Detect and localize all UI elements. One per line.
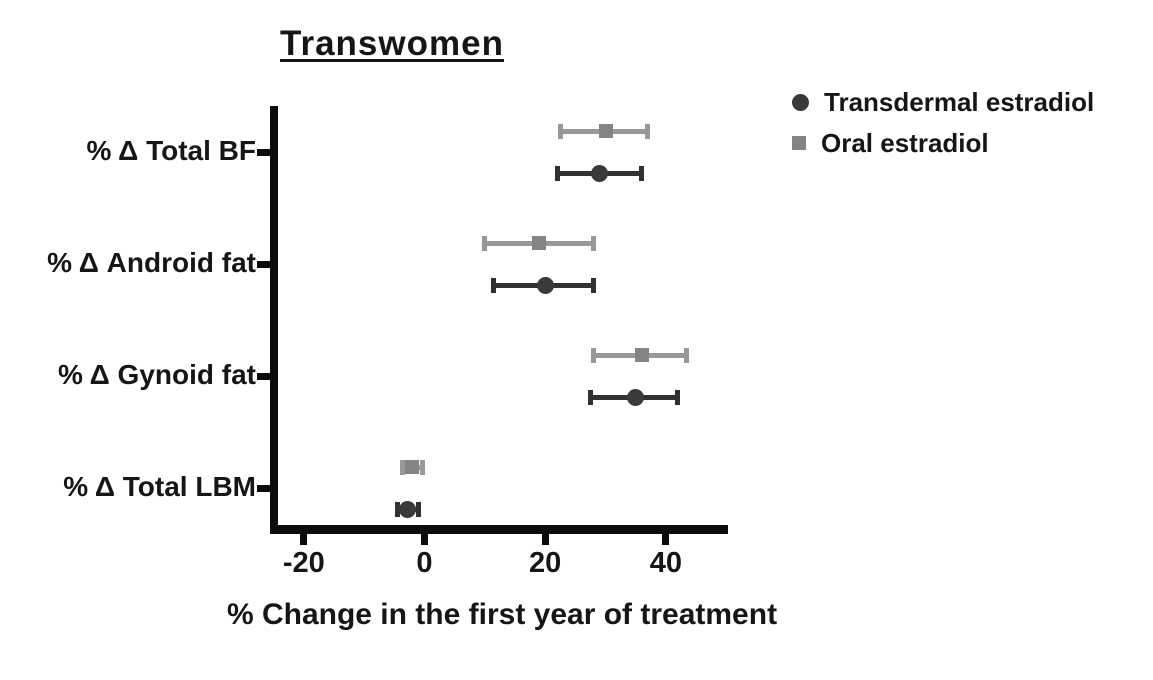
circle-marker [536,276,554,294]
category-label: % Δ Android fat [47,247,256,278]
legend-square-icon [792,136,806,150]
category-label: % Δ Total LBM [63,471,256,502]
error-bar-cap [675,389,681,405]
square-marker [405,460,420,474]
circle-marker [627,388,645,406]
chart-title: Transwomen [280,24,504,63]
legend: Transdermal estradiol Oral estradiol [792,86,1095,158]
error-bar-cap [557,123,563,139]
x-axis-title: % Change in the first year of treatment [226,598,778,631]
error-bar-cap [394,501,400,517]
x-tick-label: -20 [282,547,325,579]
y-tick [257,372,270,380]
x-axis-line [270,525,728,534]
y-tick [257,260,270,268]
legend-circle-icon [792,93,809,111]
y-tick [257,484,270,492]
category-label: % Δ Gynoid fat [58,359,256,390]
y-tick [257,148,270,156]
error-bar-cap [590,235,596,251]
error-bar-cap [590,347,596,363]
x-tick [300,534,308,545]
error-bar-cap [400,459,406,475]
error-bar-cap [645,123,651,139]
square-marker [634,348,649,362]
circle-marker [590,164,608,182]
x-tick [541,534,549,545]
error-bar-cap [554,165,560,181]
error-bar-cap [684,347,690,363]
legend-item: Transdermal estradiol [792,86,1095,117]
legend-item: Oral estradiol [792,127,1094,158]
error-bar-cap [590,277,596,293]
error-bar-cap [482,235,488,251]
circle-marker [399,500,417,518]
x-tick-label: 0 [416,547,433,579]
x-tick-label: 20 [529,547,562,579]
legend-label: Oral estradiol [821,127,989,158]
x-tick [662,534,670,545]
error-bar-cap [420,459,426,475]
error-bar-cap [587,389,593,405]
error-bar-cap [639,165,645,181]
error-bar-cap [491,277,497,293]
error-bar-cap [415,501,421,517]
y-axis-line [270,106,278,534]
square-marker [598,124,613,138]
x-tick-label: 40 [649,547,682,579]
x-tick [420,534,428,545]
category-label: % Δ Total BF [86,135,256,166]
square-marker [532,236,547,250]
legend-label: Transdermal estradiol [824,86,1095,117]
